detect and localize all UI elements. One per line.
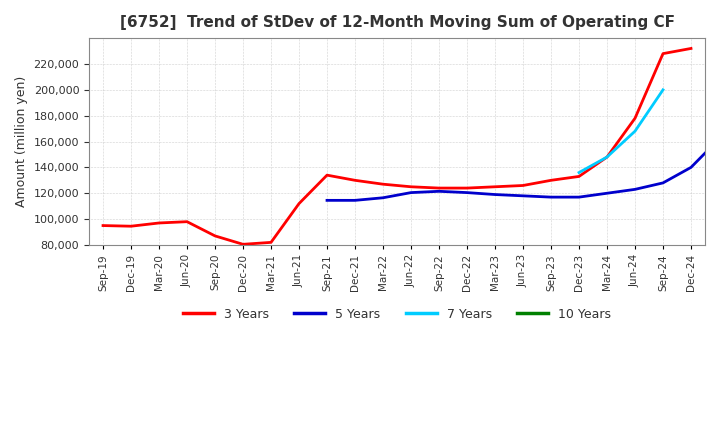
3 Years — [518, 183, 527, 188]
5 Years — [687, 165, 696, 170]
3 Years — [211, 233, 220, 238]
3 Years — [323, 172, 331, 178]
3 Years — [463, 185, 472, 191]
3 Years — [491, 184, 500, 189]
7 Years — [631, 128, 639, 134]
5 Years — [575, 194, 583, 200]
3 Years — [407, 184, 415, 189]
3 Years — [127, 224, 135, 229]
3 Years — [603, 154, 611, 160]
Legend: 3 Years, 5 Years, 7 Years, 10 Years: 3 Years, 5 Years, 7 Years, 10 Years — [178, 303, 616, 326]
5 Years — [631, 187, 639, 192]
5 Years — [407, 190, 415, 195]
3 Years — [294, 201, 303, 206]
3 Years — [183, 219, 192, 224]
5 Years — [463, 190, 472, 195]
3 Years — [687, 46, 696, 51]
3 Years — [575, 174, 583, 179]
3 Years — [351, 178, 359, 183]
5 Years — [435, 189, 444, 194]
5 Years — [491, 192, 500, 197]
3 Years — [631, 116, 639, 121]
3 Years — [266, 240, 275, 245]
7 Years — [575, 170, 583, 175]
5 Years — [603, 191, 611, 196]
3 Years — [659, 51, 667, 56]
7 Years — [603, 154, 611, 160]
Title: [6752]  Trend of StDev of 12-Month Moving Sum of Operating CF: [6752] Trend of StDev of 12-Month Moving… — [120, 15, 675, 30]
3 Years — [435, 185, 444, 191]
3 Years — [546, 178, 555, 183]
5 Years — [715, 136, 720, 142]
3 Years — [379, 182, 387, 187]
5 Years — [518, 193, 527, 198]
5 Years — [351, 198, 359, 203]
5 Years — [546, 194, 555, 200]
5 Years — [659, 180, 667, 186]
Y-axis label: Amount (million yen): Amount (million yen) — [15, 76, 28, 207]
5 Years — [323, 198, 331, 203]
3 Years — [239, 242, 248, 247]
Line: 7 Years: 7 Years — [579, 90, 663, 172]
Line: 3 Years: 3 Years — [103, 48, 691, 244]
5 Years — [379, 195, 387, 200]
3 Years — [99, 223, 107, 228]
Line: 5 Years: 5 Years — [327, 82, 720, 200]
3 Years — [155, 220, 163, 226]
7 Years — [659, 87, 667, 92]
